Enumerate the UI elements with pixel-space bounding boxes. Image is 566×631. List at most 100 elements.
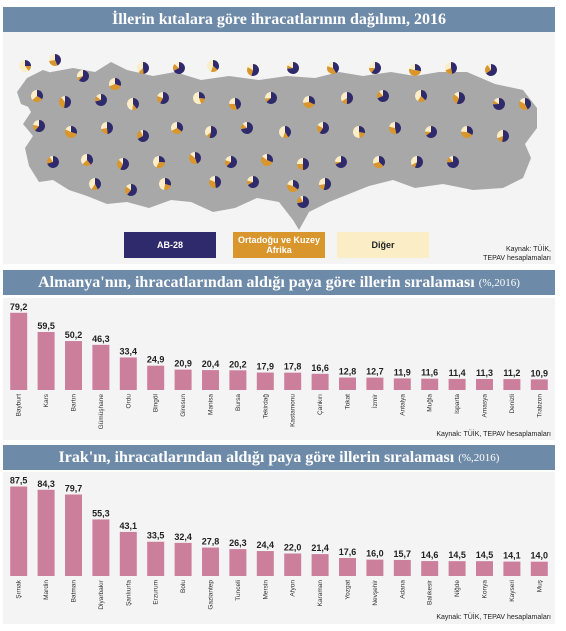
bar	[393, 378, 411, 390]
bar-value-label: 24,9	[147, 355, 165, 365]
bar	[476, 561, 493, 576]
pie-slice	[395, 122, 402, 134]
bar	[530, 561, 548, 576]
pie-slice	[81, 154, 87, 165]
category-label: Antalya	[399, 394, 406, 416]
pie-slice	[77, 70, 83, 78]
bar-value-label: 17,9	[257, 362, 275, 372]
pie-slice	[341, 92, 347, 102]
bar-value-label: 14,5	[448, 550, 466, 560]
legend-ab28: AB-28	[124, 232, 216, 258]
iraq-panel: 87,5 Şırnak 84,3 Mardin 79,7 Batman 55,3 Diyarb…	[3, 472, 555, 624]
pie-slice	[209, 176, 215, 182]
category-label: Isparta	[454, 394, 461, 414]
province-pie	[88, 178, 102, 190]
pie-slice	[487, 64, 491, 70]
pie-slice	[287, 180, 293, 186]
bar-value-label: 50,2	[65, 330, 83, 340]
province-pie	[207, 60, 219, 72]
province-pie	[453, 92, 465, 105]
pie-slice	[49, 156, 53, 162]
pie-slice	[65, 126, 71, 132]
pie-slice	[101, 128, 108, 134]
province-pie	[124, 184, 137, 196]
pie-slice	[30, 90, 37, 100]
pie-slice	[108, 78, 116, 87]
province-pie	[287, 62, 299, 74]
bar	[202, 370, 219, 390]
pie-slice	[445, 68, 453, 74]
bar	[503, 379, 521, 390]
pie-slice	[265, 92, 271, 99]
pie-slice	[207, 60, 213, 72]
pie-slice	[190, 152, 195, 158]
category-label: Diyarbakır	[98, 579, 105, 609]
province-pie	[279, 126, 291, 138]
province-pie	[101, 122, 114, 134]
category-label: Gümüşhane	[98, 394, 105, 430]
bar	[229, 370, 247, 390]
province-pie	[335, 156, 348, 169]
pie-slice	[46, 157, 53, 164]
pie-slice	[525, 98, 531, 110]
iraq-chart-unit: (%,2016)	[458, 451, 500, 464]
pie-slice	[286, 184, 298, 192]
province-pie	[373, 156, 385, 168]
legend-ab28-label: AB-28	[156, 240, 183, 250]
pie-slice	[160, 92, 169, 104]
pie-slice	[159, 156, 165, 163]
pie-slice	[159, 178, 165, 190]
pie-slice	[78, 70, 89, 82]
province-pie	[447, 156, 460, 169]
category-label: Batman	[71, 580, 78, 603]
category-label: Bartın	[71, 394, 78, 412]
province-pie	[461, 126, 473, 138]
pie-slice	[493, 100, 499, 105]
bar	[10, 312, 28, 390]
pie-slice	[140, 130, 143, 136]
category-label: Çankırı	[317, 394, 324, 415]
province-pie	[265, 92, 278, 105]
province-pie	[108, 78, 122, 91]
pie-slice	[445, 62, 451, 71]
pie-slice	[266, 92, 278, 105]
pie-slice	[497, 136, 503, 142]
province-pie	[33, 120, 45, 132]
province-pie	[485, 64, 498, 76]
bar-value-label: 17,8	[284, 362, 302, 372]
category-label: Konya	[482, 580, 489, 599]
pie-slice	[297, 158, 303, 164]
pie-slice	[241, 122, 253, 134]
category-label: Bolu	[180, 580, 187, 593]
pie-slice	[389, 126, 397, 135]
province-pie	[225, 156, 238, 169]
pie-slice	[124, 186, 131, 195]
province-pie	[173, 62, 186, 74]
pie-slice	[346, 92, 353, 104]
pie-slice	[33, 124, 39, 131]
pie-slice	[25, 66, 32, 71]
bar	[119, 357, 137, 390]
pie-slice	[199, 98, 205, 104]
province-pie	[46, 156, 59, 168]
pie-slice	[133, 98, 139, 109]
pie-slice	[35, 120, 45, 132]
pie-slice	[173, 62, 186, 74]
pie-slice	[225, 156, 231, 162]
bar-value-label: 11,6	[421, 368, 438, 378]
pie-slice	[409, 64, 415, 70]
province-pie	[193, 92, 205, 104]
pie-slice	[126, 184, 131, 190]
pie-slice	[297, 164, 303, 170]
pie-slice	[206, 132, 211, 138]
pie-slice	[285, 126, 291, 138]
bar-value-label: 11,3	[476, 368, 493, 378]
map-title: İllerin kıtalara göre ihracatlarının dağ…	[112, 10, 446, 28]
province-pie	[286, 180, 299, 192]
pie-slice	[409, 68, 421, 76]
pie-slice	[451, 62, 458, 74]
category-label: Yozgat	[345, 580, 352, 600]
pie-slice	[229, 98, 235, 104]
province-pie	[519, 98, 531, 111]
iraq-source: Kaynak: TÜİK, TEPAV hesaplamaları	[436, 614, 551, 621]
